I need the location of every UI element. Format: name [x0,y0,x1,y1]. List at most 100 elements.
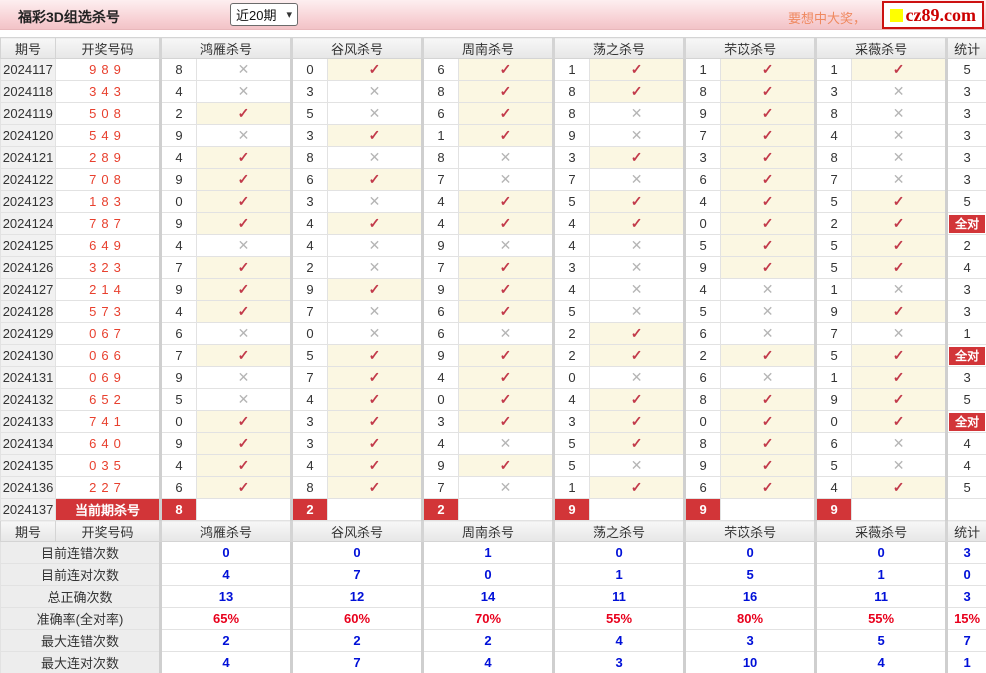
kill-number: 6 [683,168,722,191]
summary-value: 10 [683,651,817,673]
summary-value: 80% [683,607,817,630]
summary-value: 1 [552,563,686,586]
summary-value: 55% [814,607,948,630]
all-correct-badge: 全对 [949,412,986,431]
summary-value: 5 [683,563,817,586]
summary-row: 总正确次数 13 12 14 11 16 11 3 [0,585,986,608]
kill-number: 7 [159,344,197,367]
kill-number: 9 [421,344,460,367]
kill-number: 0 [290,322,329,345]
summary-value: 5 [814,629,948,652]
stat-cell: 3 [945,146,986,169]
header-stat: 统计 [945,520,986,542]
header-expert-6: 采薇杀号 [814,37,948,59]
stat-cell: 2 [945,234,986,257]
period-range-select[interactable]: 近20期 ▾ [230,3,298,26]
summary-value: 0 [683,541,817,564]
kill-number: 4 [421,212,460,235]
current-kill-label: 当前期杀号 [55,498,161,521]
check-icon: ✓ [589,80,686,103]
header-period: 期号 [0,37,56,59]
cross-icon: ✕ [195,388,293,411]
period-cell: 2024129 [0,322,56,345]
cross-icon: ✕ [195,234,293,257]
kill-number: 1 [552,58,591,81]
current-kill-number: 9 [683,498,722,521]
cross-icon: ✕ [327,256,424,279]
summary-value: 4 [421,651,555,673]
kill-number: 5 [814,234,853,257]
summary-value: 11 [552,585,686,608]
check-icon: ✓ [720,190,817,213]
kill-number: 3 [290,190,329,213]
all-correct-badge: 全对 [949,214,986,233]
summary-value: 11 [814,585,948,608]
cross-icon: ✕ [327,102,424,125]
check-icon: ✓ [458,256,555,279]
stat-cell: 3 [945,124,986,147]
kill-number: 8 [683,388,722,411]
kill-number: 1 [552,476,591,499]
stat-cell: 5 [945,476,986,499]
kill-number: 0 [421,388,460,411]
summary-value: 4 [814,651,948,673]
kill-number: 7 [159,256,197,279]
kill-number: 1 [683,58,722,81]
kill-number: 6 [683,476,722,499]
table-row: 2024124 787 9 ✓ 4 ✓ 4 ✓ 4 ✓ 0 ✓ 2 ✓ 全对 [0,212,986,235]
kill-number: 9 [290,278,329,301]
kill-number: 3 [290,124,329,147]
site-logo[interactable]: cz89.com [881,1,984,29]
summary-value: 7 [290,563,424,586]
check-icon: ✓ [589,212,686,235]
table-row: 2024127 214 9 ✓ 9 ✓ 9 ✓ 4 ✕ 4 ✕ 1 ✕ 3 [0,278,986,301]
check-icon: ✓ [851,410,948,433]
table-row: 2024122 708 9 ✓ 6 ✓ 7 ✕ 7 ✕ 6 ✓ 7 ✕ 3 [0,168,986,191]
cross-icon: ✕ [589,124,686,147]
period-cell: 2024124 [0,212,56,235]
kill-number: 2 [159,102,197,125]
current-kill-number: 9 [552,498,591,521]
check-icon: ✓ [195,344,293,367]
kill-number: 8 [421,146,460,169]
header-expert-3: 周南杀号 [421,37,555,59]
check-icon: ✓ [851,212,948,235]
check-icon: ✓ [589,146,686,169]
check-icon: ✓ [327,410,424,433]
kill-number: 2 [552,322,591,345]
empty-cell [458,498,555,521]
cross-icon: ✕ [851,322,948,345]
stat-cell: 4 [945,256,986,279]
check-icon: ✓ [851,234,948,257]
logo-square-icon [889,8,903,22]
draw-numbers: 741 [55,410,161,433]
stat-cell: 1 [945,322,986,345]
kill-number: 3 [552,256,591,279]
kill-number: 4 [552,388,591,411]
header-expert-2: 谷风杀号 [290,37,424,59]
check-icon: ✓ [458,58,555,81]
logo-text: cz89.com [905,4,976,25]
check-icon: ✓ [327,476,424,499]
summary-row: 最大连错次数 2 2 2 4 3 5 7 [0,629,986,652]
check-icon: ✓ [851,366,948,389]
kill-number: 5 [552,454,591,477]
kill-number: 4 [290,212,329,235]
summary-value: 1 [814,563,948,586]
promo-text: 要想中大奖， [787,11,866,26]
check-icon: ✓ [589,322,686,345]
kill-number: 8 [814,146,853,169]
cross-icon: ✕ [851,124,948,147]
kill-number: 4 [290,388,329,411]
draw-numbers: 069 [55,366,161,389]
draw-numbers: 649 [55,234,161,257]
kill-number: 3 [814,80,853,103]
summary-value: 1 [421,541,555,564]
cross-icon: ✕ [589,300,686,323]
cross-icon: ✕ [458,146,555,169]
kill-number: 3 [552,146,591,169]
kill-number: 9 [159,366,197,389]
check-icon: ✓ [851,256,948,279]
check-icon: ✓ [458,80,555,103]
check-icon: ✓ [458,388,555,411]
